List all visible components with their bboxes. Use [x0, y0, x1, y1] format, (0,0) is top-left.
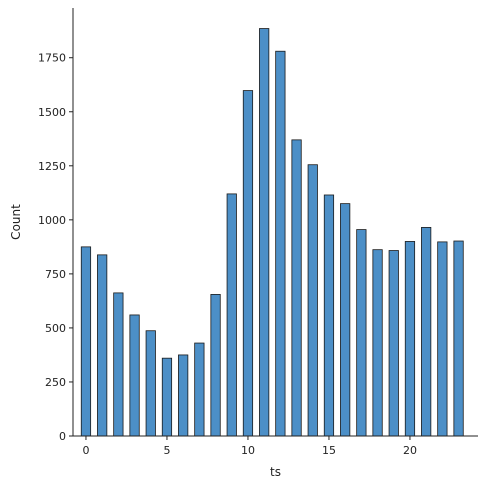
bar-12: [275, 50, 286, 437]
y-tick-label: 750: [45, 268, 66, 281]
bar-19: [388, 250, 399, 437]
x-axis-ticks: 0 5 10 15 20: [82, 436, 417, 457]
y-tick-label: 1750: [38, 52, 66, 65]
x-tick-label: 20: [403, 444, 417, 457]
bar-3: [129, 314, 140, 437]
bar-16: [340, 203, 351, 437]
bar-22: [437, 241, 448, 437]
bar-4: [145, 330, 156, 437]
x-tick-label: 5: [163, 444, 170, 457]
y-tick-label: 1000: [38, 214, 66, 227]
bar-6: [178, 354, 189, 437]
y-axis-label: Count: [9, 204, 23, 240]
y-tick-label: 250: [45, 376, 66, 389]
x-tick-label: 10: [241, 444, 255, 457]
bar-15: [323, 194, 335, 437]
bar-1: [97, 254, 108, 437]
x-axis-label: ts: [270, 465, 281, 479]
bar-14: [307, 164, 318, 437]
bar-17: [356, 229, 367, 437]
bar-13: [291, 139, 302, 437]
bar-11: [259, 28, 270, 437]
bar-7: [194, 342, 205, 437]
bar-23: [453, 240, 464, 437]
bar-18: [372, 249, 383, 437]
y-tick-label: 1500: [38, 106, 66, 119]
bar-8: [210, 294, 221, 437]
bar-20: [404, 241, 416, 437]
y-tick-label: 0: [59, 430, 66, 443]
y-tick-label: 1250: [38, 160, 66, 173]
bar-9: [226, 193, 237, 437]
bar-5: [161, 357, 173, 437]
bar-2: [113, 292, 124, 437]
x-tick-label: 0: [82, 444, 89, 457]
bar-10: [242, 90, 254, 437]
x-tick-label: 15: [322, 444, 336, 457]
bars-group: [80, 28, 464, 437]
bar-0: [80, 246, 92, 437]
bar-21: [421, 226, 432, 437]
y-axis-ticks: 0 250 500 750 1000 1250 1500 1750: [38, 52, 73, 443]
y-tick-label: 500: [45, 322, 66, 335]
